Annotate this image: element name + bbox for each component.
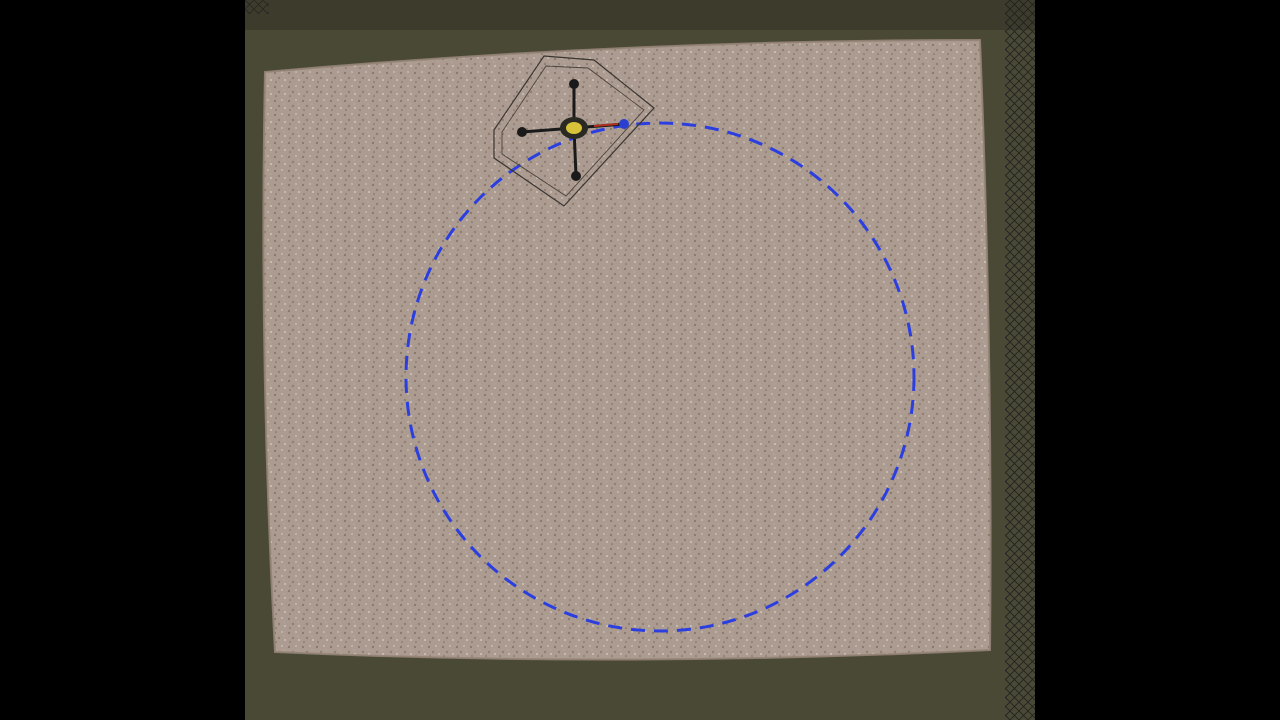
quadcopter-icon [493,55,655,207]
camera-frame [245,0,1035,720]
overhead-camera-view [245,0,1035,720]
safety-net-topleft [245,0,269,14]
trajectory-circle [404,121,916,633]
safety-net-right [1005,0,1035,720]
prop-guard-inner [501,65,645,197]
floor-shadow-top [245,0,1035,30]
floor-mat-sheen [263,40,991,660]
floor-mat [262,38,992,661]
prop-guard [493,55,655,207]
